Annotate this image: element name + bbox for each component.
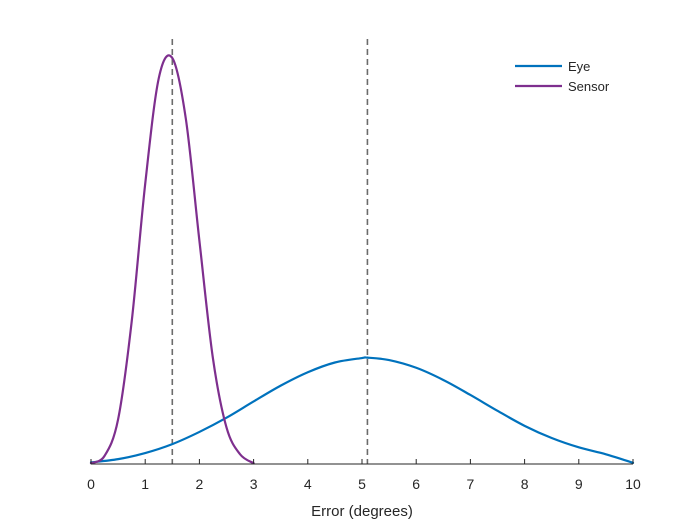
x-tick-label: 1 — [141, 476, 149, 492]
x-tick-label: 4 — [304, 476, 312, 492]
series-lines — [89, 54, 635, 465]
series-line-eye — [89, 356, 635, 464]
series-line-sensor — [89, 54, 255, 465]
x-tick-label: 3 — [250, 476, 258, 492]
x-tick-label: 0 — [87, 476, 95, 492]
reference-lines — [171, 39, 369, 464]
legend-label-eye: Eye — [568, 59, 590, 74]
x-tick-label: 6 — [412, 476, 420, 492]
x-tick-label: 7 — [467, 476, 475, 492]
x-tick-label: 8 — [521, 476, 529, 492]
legend: Eye Sensor — [515, 59, 610, 94]
x-tick-label: 2 — [196, 476, 204, 492]
x-axis-ticks: 0 1 2 3 4 5 6 7 8 9 10 — [87, 459, 641, 492]
x-tick-label: 5 — [358, 476, 366, 492]
plot-area: 0 1 2 3 4 5 6 7 8 9 10 — [87, 39, 641, 492]
x-axis-label: Error (degrees) — [311, 503, 413, 520]
x-tick-label: 10 — [625, 476, 641, 492]
legend-label-sensor: Sensor — [568, 79, 610, 94]
x-tick-label: 9 — [575, 476, 583, 492]
